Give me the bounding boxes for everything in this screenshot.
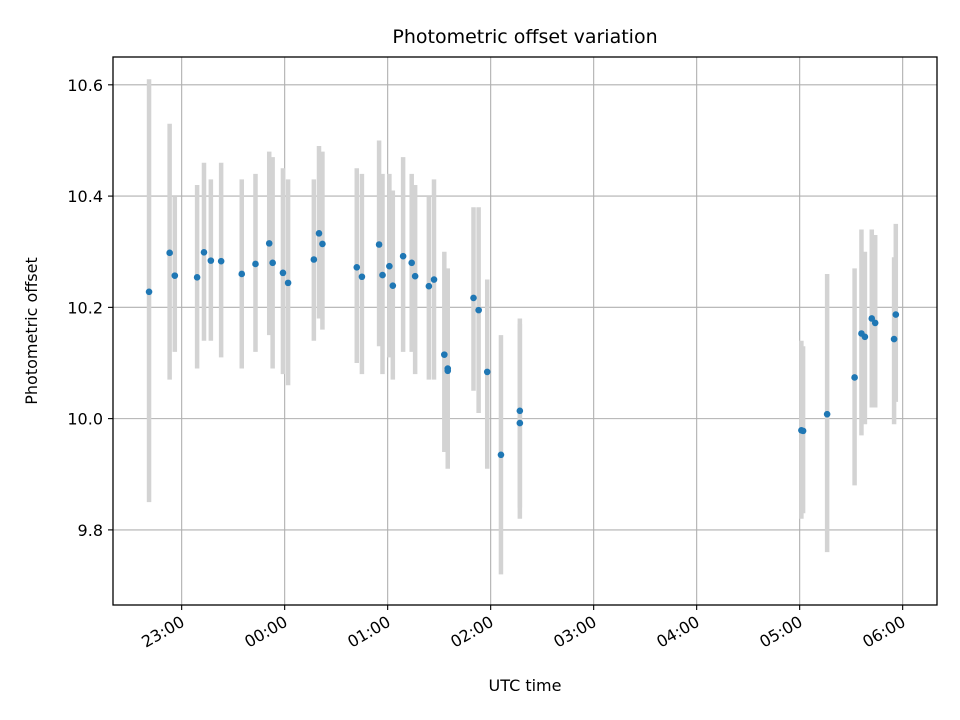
y-axis-ticks: 9.8 10.0 10.2 10.4 10.6 <box>67 76 113 540</box>
data-point <box>315 230 323 237</box>
data-point <box>861 333 869 341</box>
data-point <box>823 410 831 418</box>
data-point <box>425 282 433 290</box>
data-point <box>483 368 491 376</box>
y-tick-label: 10.6 <box>67 76 103 95</box>
data-point <box>310 256 318 263</box>
data-point <box>284 279 292 287</box>
x-axis-label: UTC time <box>489 676 562 695</box>
data-point <box>200 248 208 256</box>
x-tick-label: 06:00 <box>859 612 908 652</box>
data-point <box>890 335 898 343</box>
data-point <box>516 407 524 415</box>
data-point <box>217 257 225 265</box>
x-tick-label: 03:00 <box>550 612 599 652</box>
data-point <box>269 259 276 267</box>
data-point <box>411 272 419 280</box>
data-point <box>379 271 386 279</box>
data-point <box>238 270 246 278</box>
y-tick-label: 10.2 <box>67 298 103 317</box>
x-tick-label: 01:00 <box>344 612 393 652</box>
data-point <box>470 294 477 302</box>
chart-title: Photometric offset variation <box>392 26 657 48</box>
data-point <box>441 351 448 358</box>
data-point <box>353 263 361 271</box>
data-point <box>375 241 383 248</box>
plot-frame <box>112 56 938 606</box>
data-points <box>145 230 900 459</box>
data-point <box>389 282 397 289</box>
data-point <box>497 451 505 459</box>
y-tick-label: 10.4 <box>67 187 103 206</box>
data-point <box>871 319 879 327</box>
data-point <box>408 259 416 267</box>
data-point <box>799 427 807 435</box>
data-point <box>430 276 438 283</box>
x-tick-label: 00:00 <box>241 612 290 652</box>
x-axis-ticks: 23:00 00:00 01:00 02:00 03:00 04:00 05:00 06:00 <box>138 605 909 652</box>
x-tick-label: 05:00 <box>756 612 805 652</box>
y-tick-label: 9.8 <box>78 521 103 540</box>
data-point <box>516 419 524 427</box>
y-axis-label: Photometric offset <box>22 257 41 405</box>
data-point <box>171 272 179 279</box>
x-tick-label: 23:00 <box>138 612 187 652</box>
data-point <box>166 249 173 257</box>
data-point <box>892 311 900 318</box>
data-point <box>868 315 876 322</box>
data-point <box>851 374 858 381</box>
data-point <box>475 306 482 314</box>
data-point <box>145 288 153 296</box>
data-point <box>207 257 215 264</box>
x-tick-label: 02:00 <box>447 612 496 652</box>
data-point <box>358 273 366 281</box>
data-point <box>319 240 326 248</box>
grid-lines <box>113 57 937 605</box>
data-point <box>399 252 407 260</box>
x-tick-label: 04:00 <box>653 612 702 652</box>
data-point <box>444 367 452 375</box>
data-point <box>279 269 287 277</box>
data-point <box>386 262 393 270</box>
error-bars <box>146 79 899 575</box>
data-point <box>252 260 259 268</box>
y-tick-label: 10.0 <box>67 410 103 429</box>
data-point <box>193 274 201 281</box>
data-point <box>265 240 273 247</box>
